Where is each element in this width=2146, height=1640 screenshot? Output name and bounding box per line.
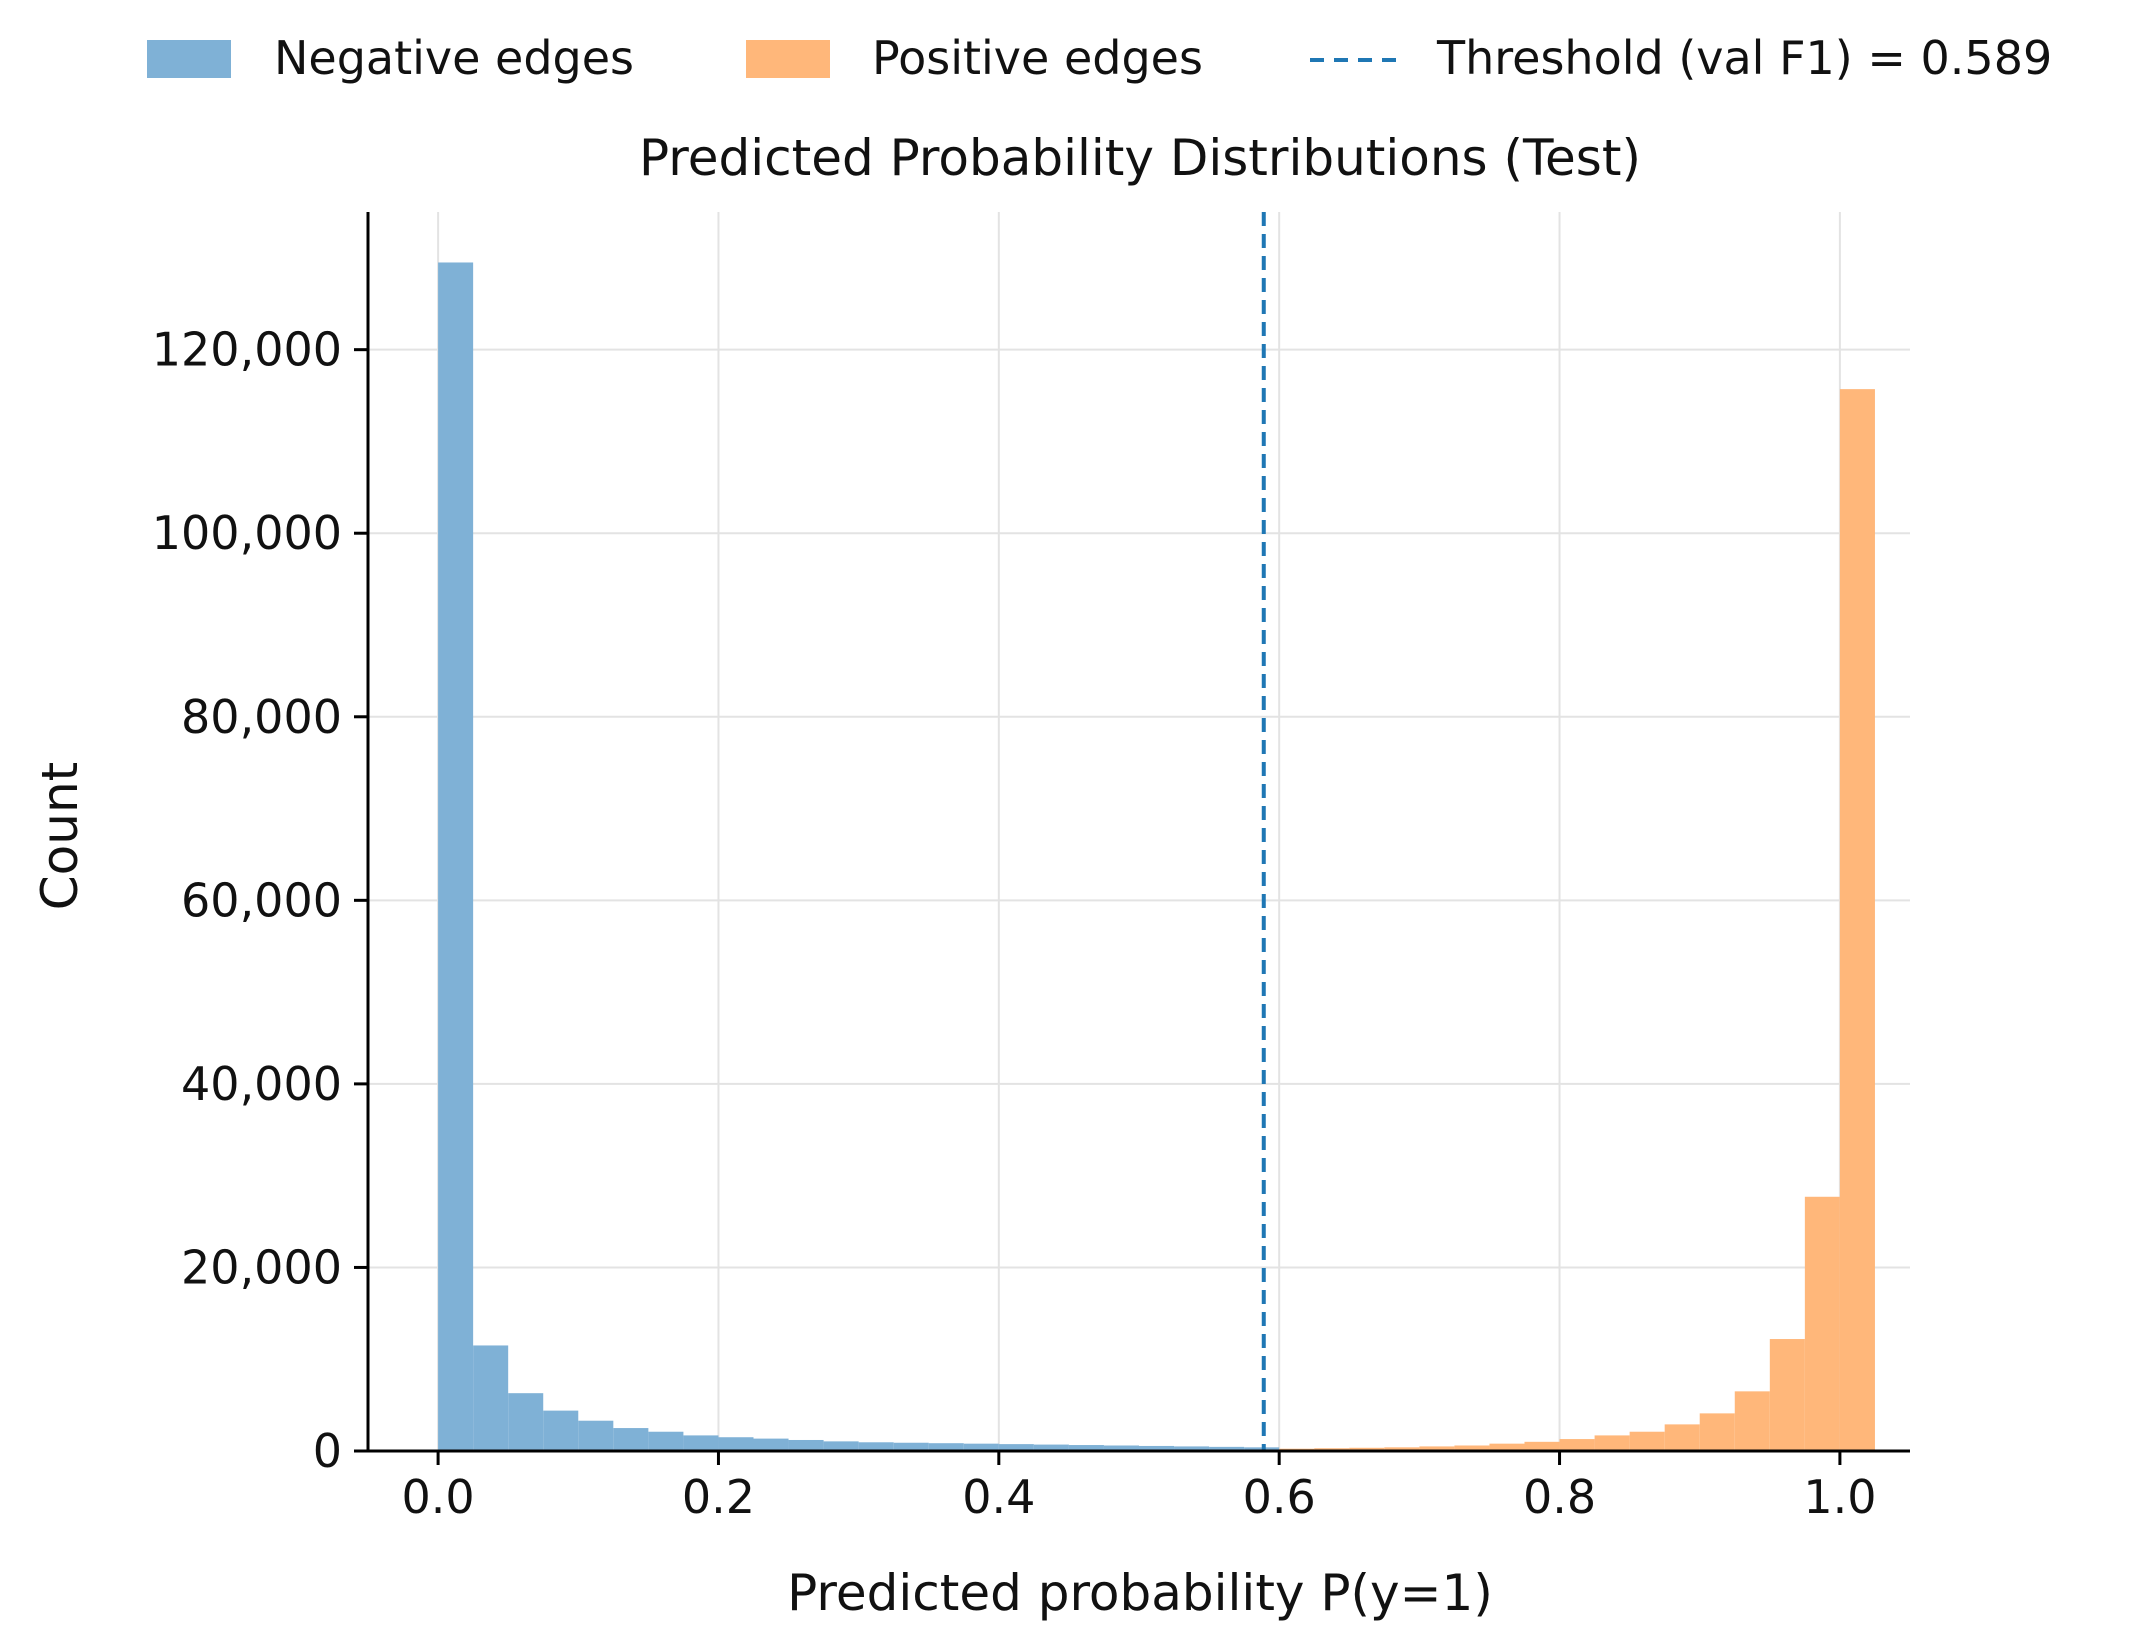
x-tick-label: 1.0 bbox=[1803, 1470, 1876, 1524]
bar-negative bbox=[543, 1410, 579, 1451]
bar-positive bbox=[1839, 389, 1875, 1451]
bar-negative bbox=[753, 1438, 789, 1451]
y-axis-label: Count bbox=[31, 762, 89, 911]
bar-negative bbox=[963, 1443, 999, 1451]
bar-negative bbox=[858, 1442, 894, 1451]
y-tick-label: 0 bbox=[313, 1424, 342, 1478]
bar-positive bbox=[1524, 1441, 1560, 1451]
bar-negative bbox=[1209, 1446, 1245, 1451]
bar-negative bbox=[613, 1428, 649, 1451]
bar-positive bbox=[1629, 1431, 1665, 1451]
bar-negative bbox=[578, 1420, 614, 1451]
bar-negative bbox=[473, 1345, 509, 1451]
bar-positive bbox=[1349, 1447, 1385, 1451]
bar-negative bbox=[1033, 1444, 1069, 1451]
bar-negative bbox=[718, 1437, 754, 1451]
y-tick-label: 120,000 bbox=[152, 323, 342, 377]
y-ticks: 0 20,000 40,000 60,000 80,000 100,000 120,000 bbox=[152, 323, 368, 1478]
bar-negative bbox=[1174, 1446, 1210, 1451]
bar-positive bbox=[1804, 1196, 1840, 1451]
bar-negative bbox=[1139, 1445, 1175, 1451]
chart-title: Predicted Probability Distributions (Tes… bbox=[639, 129, 1641, 187]
y-tick-label: 100,000 bbox=[152, 506, 342, 560]
bar-positive bbox=[1734, 1391, 1770, 1451]
bar-positive bbox=[1769, 1339, 1805, 1451]
bar-negative bbox=[893, 1442, 929, 1451]
x-axis-label: Predicted probability P(y=1) bbox=[787, 1564, 1493, 1622]
bar-positive bbox=[1594, 1435, 1630, 1451]
bar-negative bbox=[1244, 1447, 1280, 1451]
bar-negative bbox=[928, 1443, 964, 1451]
legend-label-negative: Negative edges bbox=[274, 31, 634, 85]
y-tick-label: 80,000 bbox=[181, 690, 342, 744]
legend-swatch-negative bbox=[147, 40, 231, 78]
bar-positive bbox=[1699, 1413, 1735, 1451]
bar-positive bbox=[1559, 1439, 1595, 1451]
bar-negative bbox=[438, 262, 474, 1451]
x-tick-label: 0.6 bbox=[1243, 1470, 1316, 1524]
legend: Negative edges Positive edges Threshold … bbox=[147, 31, 2052, 85]
bar-negative bbox=[648, 1431, 684, 1451]
legend-swatch-positive bbox=[746, 40, 830, 78]
bar-negative bbox=[788, 1439, 824, 1451]
y-tick-label: 20,000 bbox=[181, 1240, 342, 1294]
bar-negative bbox=[508, 1393, 544, 1451]
bar-positive bbox=[1384, 1447, 1420, 1451]
legend-label-threshold: Threshold (val F1) = 0.589 bbox=[1436, 31, 2052, 85]
bar-negative bbox=[1103, 1445, 1139, 1451]
bar-negative bbox=[998, 1444, 1034, 1451]
bar-negative bbox=[683, 1435, 719, 1451]
histogram-bars bbox=[438, 262, 1875, 1451]
x-tick-label: 0.0 bbox=[402, 1470, 475, 1524]
x-tick-label: 0.8 bbox=[1523, 1470, 1596, 1524]
bar-positive bbox=[1664, 1424, 1700, 1451]
bar-positive bbox=[1489, 1443, 1525, 1451]
x-ticks: 0.0 0.2 0.4 0.6 0.8 1.0 bbox=[402, 1451, 1876, 1524]
gridlines bbox=[368, 212, 1910, 1451]
y-tick-label: 40,000 bbox=[181, 1057, 342, 1111]
y-tick-label: 60,000 bbox=[181, 873, 342, 927]
legend-label-positive: Positive edges bbox=[872, 31, 1203, 85]
bar-positive bbox=[1419, 1446, 1455, 1451]
bar-negative bbox=[823, 1441, 859, 1451]
x-tick-label: 0.2 bbox=[682, 1470, 755, 1524]
bar-negative bbox=[1068, 1445, 1104, 1451]
x-tick-label: 0.4 bbox=[962, 1470, 1035, 1524]
bar-positive bbox=[1454, 1445, 1490, 1451]
